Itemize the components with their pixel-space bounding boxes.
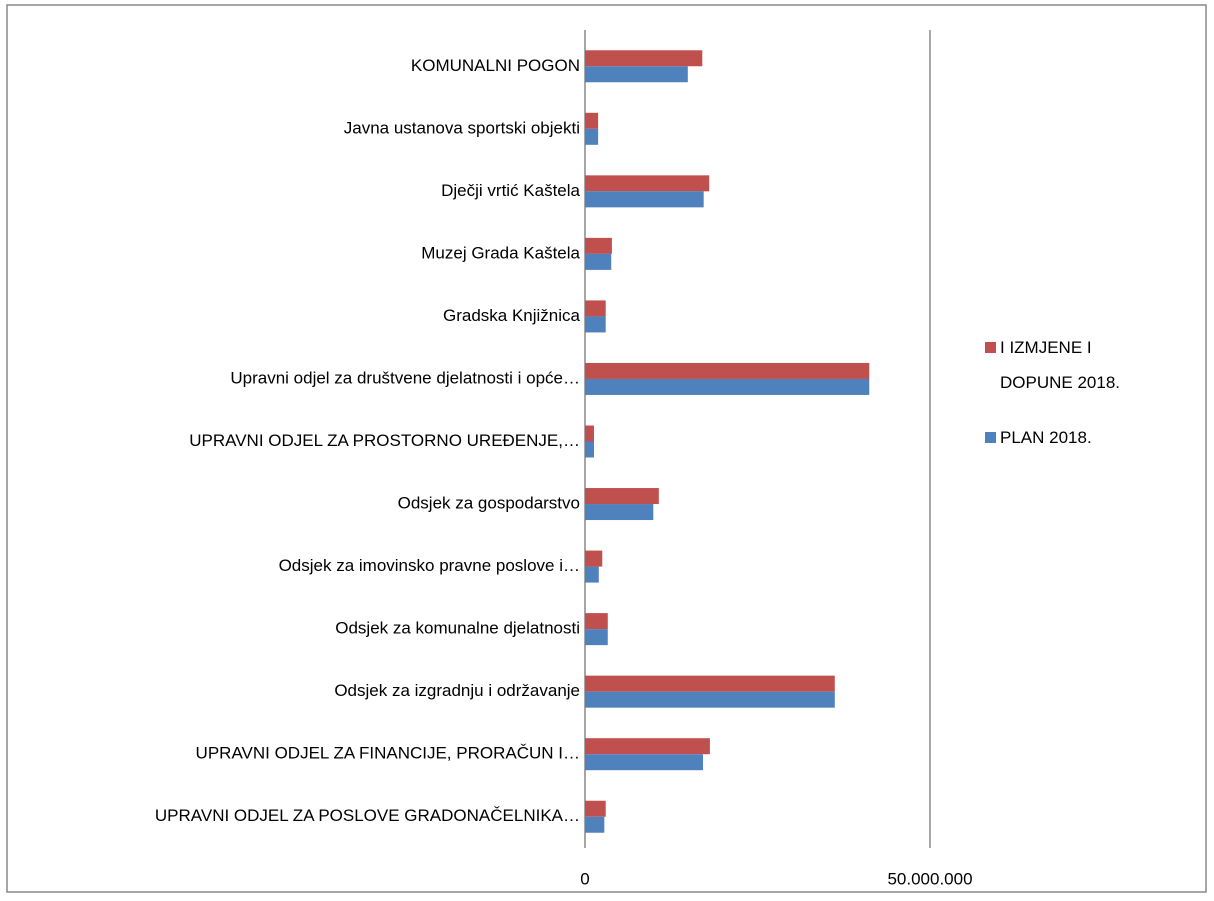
bar	[585, 613, 608, 630]
y-tick-label: Odsjek za komunalne djelatnosti	[335, 619, 580, 638]
y-tick-label: UPRAVNI ODJEL ZA POSLOVE GRADONAČELNIKA…	[155, 806, 580, 825]
y-tick-label: UPRAVNI ODJEL ZA PROSTORNO UREĐENJE,…	[189, 431, 580, 450]
bar	[585, 629, 608, 646]
bar	[585, 50, 703, 67]
bar	[585, 237, 612, 254]
bar	[585, 504, 654, 521]
legend-swatch	[985, 342, 996, 353]
bar	[585, 550, 603, 567]
bar	[585, 128, 599, 145]
bar	[585, 253, 612, 270]
bar	[585, 175, 710, 192]
y-tick-label: Odsjek za imovinsko pravne poslove i…	[279, 556, 580, 575]
y-tick-label: Upravni odjel za društvene djelatnosti i…	[230, 368, 580, 387]
y-tick-label: Muzej Grada Kaštela	[421, 243, 580, 262]
bar	[585, 800, 606, 817]
bar	[585, 112, 599, 129]
legend-label: I IZMJENE I DOPUNE 2018.	[1000, 338, 1120, 392]
y-tick-label: KOMUNALNI POGON	[411, 56, 580, 75]
bar	[585, 300, 606, 317]
bar	[585, 691, 835, 708]
legend-label: PLAN 2018.	[1000, 428, 1092, 447]
bar	[585, 378, 870, 395]
bar	[585, 675, 835, 692]
legend-item: I IZMJENE I DOPUNE 2018.	[985, 330, 1185, 400]
bar	[585, 66, 688, 83]
bar	[585, 362, 870, 379]
bar	[585, 566, 599, 583]
bar	[585, 754, 703, 771]
bar	[585, 816, 605, 833]
x-tick-label: 0	[580, 869, 589, 888]
x-tick-label: 50.000.000	[887, 869, 972, 888]
y-tick-label: Dječji vrtić Kaštela	[441, 181, 580, 200]
bar	[585, 488, 659, 505]
y-tick-label: Gradska Knjižnica	[443, 306, 581, 325]
bar	[585, 441, 594, 458]
legend: I IZMJENE I DOPUNE 2018. PLAN 2018.	[985, 330, 1185, 475]
bar	[585, 191, 704, 208]
legend-item: PLAN 2018.	[985, 420, 1185, 455]
y-tick-label: Odsjek za gospodarstvo	[398, 494, 580, 513]
bar	[585, 425, 594, 442]
y-tick-label: Odsjek za izgradnju i održavanje	[334, 681, 580, 700]
bar	[585, 316, 606, 333]
legend-swatch	[985, 432, 996, 443]
y-tick-label: Javna ustanova sportski objekti	[344, 118, 580, 137]
bar	[585, 738, 710, 755]
y-tick-label: UPRAVNI ODJEL ZA FINANCIJE, PRORAČUN I…	[196, 744, 580, 763]
